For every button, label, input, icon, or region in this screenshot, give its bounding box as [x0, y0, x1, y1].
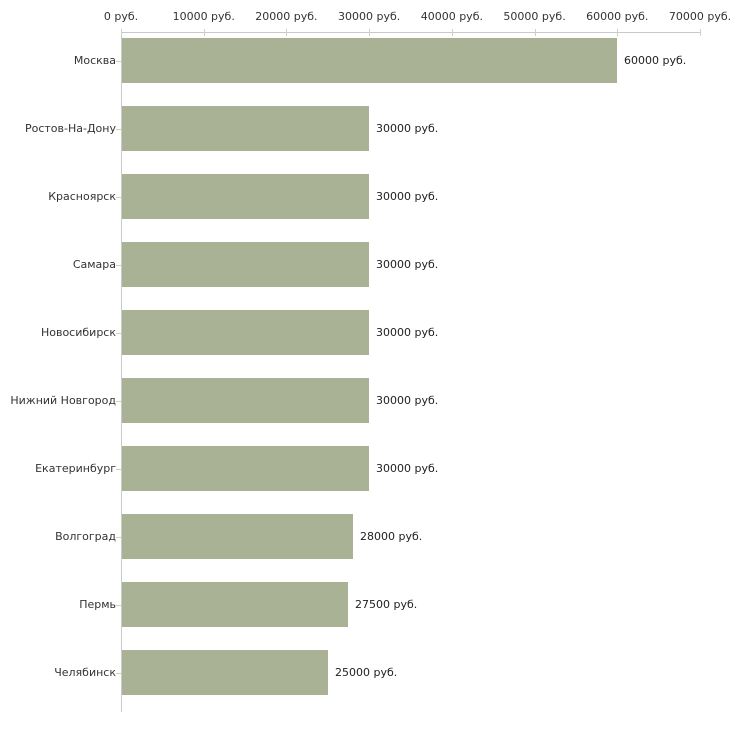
- category-label: Самара: [72, 258, 116, 271]
- value-label: 30000 руб.: [376, 258, 439, 271]
- bar-2: [122, 106, 369, 151]
- x-tick-label: 0 руб.: [103, 10, 139, 23]
- x-tick-label: 10000 руб.: [172, 10, 235, 23]
- value-label: 30000 руб.: [376, 190, 439, 203]
- value-label: 30000 руб.: [376, 122, 439, 135]
- bar-3: [122, 174, 369, 219]
- value-label: 30000 руб.: [376, 326, 439, 339]
- category-tick-mark: [116, 333, 121, 334]
- value-label: 27500 руб.: [355, 598, 418, 611]
- bar-9: [122, 582, 348, 627]
- x-tick-mark: [700, 29, 701, 36]
- x-tick-mark: [617, 29, 619, 36]
- category-label: Пермь: [79, 598, 116, 611]
- x-axis-line: [121, 32, 701, 33]
- bar-5: [122, 310, 369, 355]
- x-tick-mark: [286, 29, 288, 36]
- category-tick-mark: [116, 401, 121, 402]
- category-tick-mark: [116, 61, 121, 62]
- category-tick-mark: [116, 469, 121, 470]
- category-label: Нижний Новгород: [10, 394, 116, 407]
- category-tick-mark: [116, 537, 121, 538]
- x-tick-label: 50000 руб.: [503, 10, 566, 23]
- bar-4: [122, 242, 369, 287]
- x-tick-label: 60000 руб.: [586, 10, 649, 23]
- value-label: 30000 руб.: [376, 394, 439, 407]
- category-tick-mark: [116, 605, 121, 606]
- value-label: 60000 руб.: [624, 54, 687, 67]
- x-tick-label: 30000 руб.: [338, 10, 401, 23]
- category-label: Челябинск: [54, 666, 116, 679]
- value-label: 28000 руб.: [360, 530, 423, 543]
- x-tick-label: 70000 руб.: [668, 10, 730, 23]
- category-label: Новосибирск: [40, 326, 116, 339]
- category-tick-mark: [116, 673, 121, 674]
- x-tick-label: 40000 руб.: [420, 10, 483, 23]
- bar-10: [122, 650, 328, 695]
- x-tick-mark: [121, 29, 122, 36]
- x-tick-mark: [369, 29, 371, 36]
- category-tick-mark: [116, 197, 121, 198]
- y-axis-line: [121, 32, 122, 712]
- category-tick-mark: [116, 265, 121, 266]
- value-label: 30000 руб.: [376, 462, 439, 475]
- category-label: Москва: [73, 54, 116, 67]
- category-label: Ростов-На-Дону: [24, 122, 116, 135]
- category-label: Красноярск: [48, 190, 116, 203]
- x-tick-mark: [451, 29, 453, 36]
- value-label: 25000 руб.: [335, 666, 398, 679]
- bar-7: [122, 446, 369, 491]
- bar-6: [122, 378, 369, 423]
- bar-1: [122, 38, 617, 83]
- bar-8: [122, 514, 353, 559]
- category-label: Волгоград: [55, 530, 116, 543]
- category-tick-mark: [116, 129, 121, 130]
- x-tick-label: 20000 руб.: [255, 10, 318, 23]
- x-tick-mark: [203, 29, 205, 36]
- x-tick-mark: [534, 29, 536, 36]
- category-label: Екатеринбург: [35, 462, 116, 475]
